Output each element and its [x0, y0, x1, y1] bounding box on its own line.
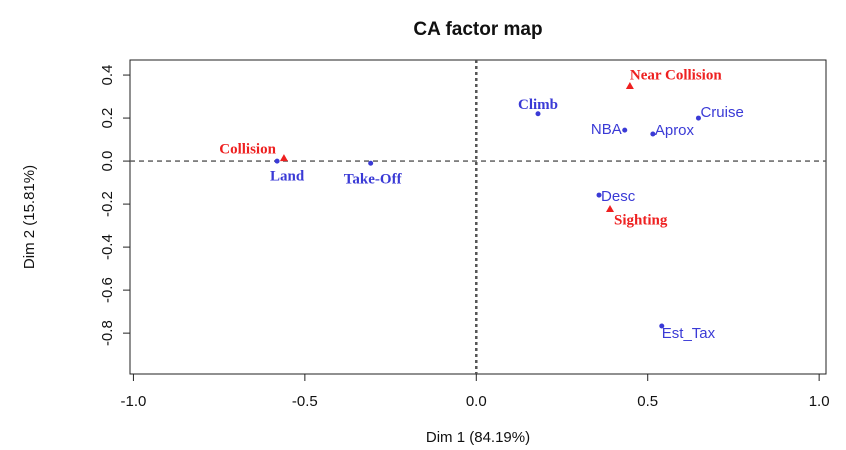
x-tick-label: 0.5 — [637, 393, 658, 410]
y-tick-label: -0.6 — [99, 277, 116, 303]
point-label: Climb — [518, 97, 558, 113]
point-label: Collision — [219, 142, 276, 158]
y-tick-label: -0.4 — [99, 234, 116, 260]
plot-frame — [129, 59, 827, 375]
point — [596, 192, 602, 198]
point-label: NBA — [591, 121, 622, 138]
x-tick-label: -0.5 — [292, 393, 318, 410]
point — [279, 154, 288, 162]
point-label: Desc — [601, 188, 636, 205]
point — [622, 127, 628, 133]
y-tick-label: -0.2 — [99, 191, 116, 217]
point-label: Near Collision — [630, 67, 722, 83]
y-axis-label: Dim 2 (15.81%) — [21, 165, 38, 269]
point — [274, 158, 280, 164]
y-tick-label: 0.2 — [99, 108, 116, 129]
y-tick-label: 0.4 — [99, 65, 116, 86]
point — [368, 160, 374, 166]
point-label: Cruise — [700, 104, 743, 121]
x-tick-label: -1.0 — [120, 393, 146, 410]
point-label: Aprox — [655, 122, 695, 139]
point — [535, 111, 541, 117]
point — [695, 115, 701, 121]
point-label: Est_Tax — [662, 325, 716, 342]
point-label: Take-Off — [344, 172, 403, 188]
point-label: Land — [270, 169, 305, 185]
y-tick-label: 0.0 — [99, 151, 116, 172]
point — [650, 131, 656, 137]
point-label: Sighting — [614, 212, 668, 228]
x-tick-label: 0.0 — [466, 393, 487, 410]
chart-title: CA factor map — [413, 19, 542, 40]
x-tick-label: 1.0 — [809, 393, 830, 410]
point — [659, 323, 665, 329]
y-tick-label: -0.8 — [99, 320, 116, 346]
x-axis-label: Dim 1 (84.19%) — [426, 429, 530, 446]
point — [606, 205, 614, 213]
point — [625, 82, 634, 90]
